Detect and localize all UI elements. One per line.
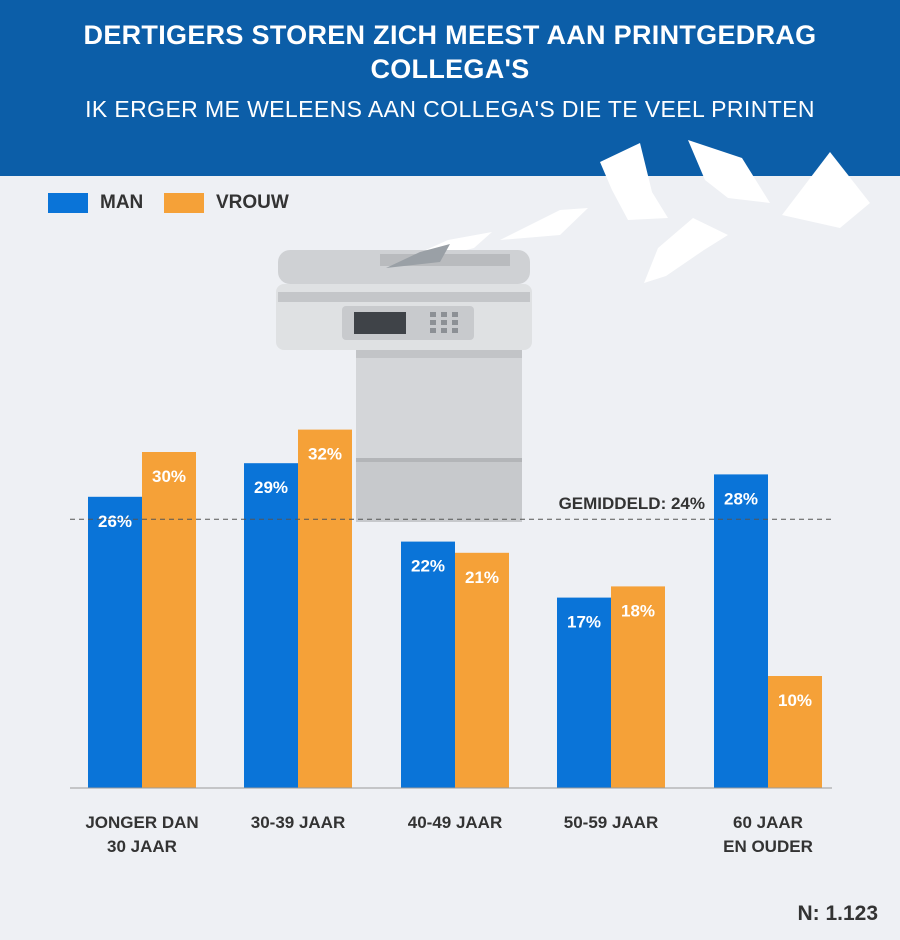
value-label-vrouw-2: 21% [465, 568, 499, 587]
value-label-man-0: 26% [98, 512, 132, 531]
bar-man-4 [714, 474, 768, 788]
legend-swatch-man [48, 193, 88, 213]
legend-swatch-vrouw [164, 193, 204, 213]
legend-item-vrouw: VROUW [164, 192, 289, 214]
bar-man-1 [244, 463, 298, 788]
value-label-man-4: 28% [724, 489, 758, 508]
category-label-0-line-1: JONGER DAN [85, 813, 198, 832]
printer-illustration [276, 244, 532, 522]
category-label-1: 30-39 JAAR [251, 813, 346, 832]
header-banner: DERTIGERS STOREN ZICH MEEST AAN PRINTGED… [0, 0, 900, 176]
bar-vrouw-4 [768, 676, 822, 788]
sample-size-label: N: 1.123 [797, 902, 878, 925]
category-label-4-line-2: EN OUDER [723, 837, 813, 856]
legend-label-vrouw: VROUW [216, 192, 289, 213]
bar-vrouw-3 [611, 586, 665, 788]
bar-man-2 [401, 541, 455, 788]
bar-man-3 [557, 597, 611, 788]
chart-title: DERTIGERS STOREN ZICH MEEST AAN PRINTGED… [0, 18, 900, 86]
value-label-man-2: 22% [411, 557, 445, 576]
legend-item-man: MAN [48, 192, 143, 214]
value-label-vrouw-1: 32% [308, 445, 342, 464]
average-reference-label: GEMIDDELD: 24% [559, 494, 705, 513]
title-line-1: DERTIGERS STOREN ZICH MEEST AAN PRINTGED… [83, 20, 817, 50]
value-label-man-1: 29% [254, 478, 288, 497]
category-label-0-line-2: 30 JAAR [107, 837, 177, 856]
chart-subtitle: IK ERGER ME WELEENS AAN COLLEGA'S DIE TE… [85, 96, 815, 122]
value-label-vrouw-4: 10% [778, 691, 812, 710]
bar-vrouw-2 [455, 552, 509, 788]
value-label-vrouw-3: 18% [621, 601, 655, 620]
title-line-2: COLLEGA'S [370, 54, 530, 84]
category-label-3: 50-59 JAAR [564, 813, 659, 832]
value-label-man-3: 17% [567, 613, 601, 632]
legend-label-man: MAN [100, 192, 144, 213]
category-label-2: 40-49 JAAR [408, 813, 503, 832]
chart-plot: 26% 30% 29% 32% 22% 21% 17% 18% 28% 10% GEMIDDELD:… [70, 429, 834, 856]
bar-vrouw-0 [142, 452, 196, 788]
bar-man-0 [88, 496, 142, 788]
bar-vrouw-1 [298, 429, 352, 788]
category-label-4-line-1: 60 JAAR [733, 813, 803, 832]
value-label-vrouw-0: 30% [152, 467, 186, 486]
